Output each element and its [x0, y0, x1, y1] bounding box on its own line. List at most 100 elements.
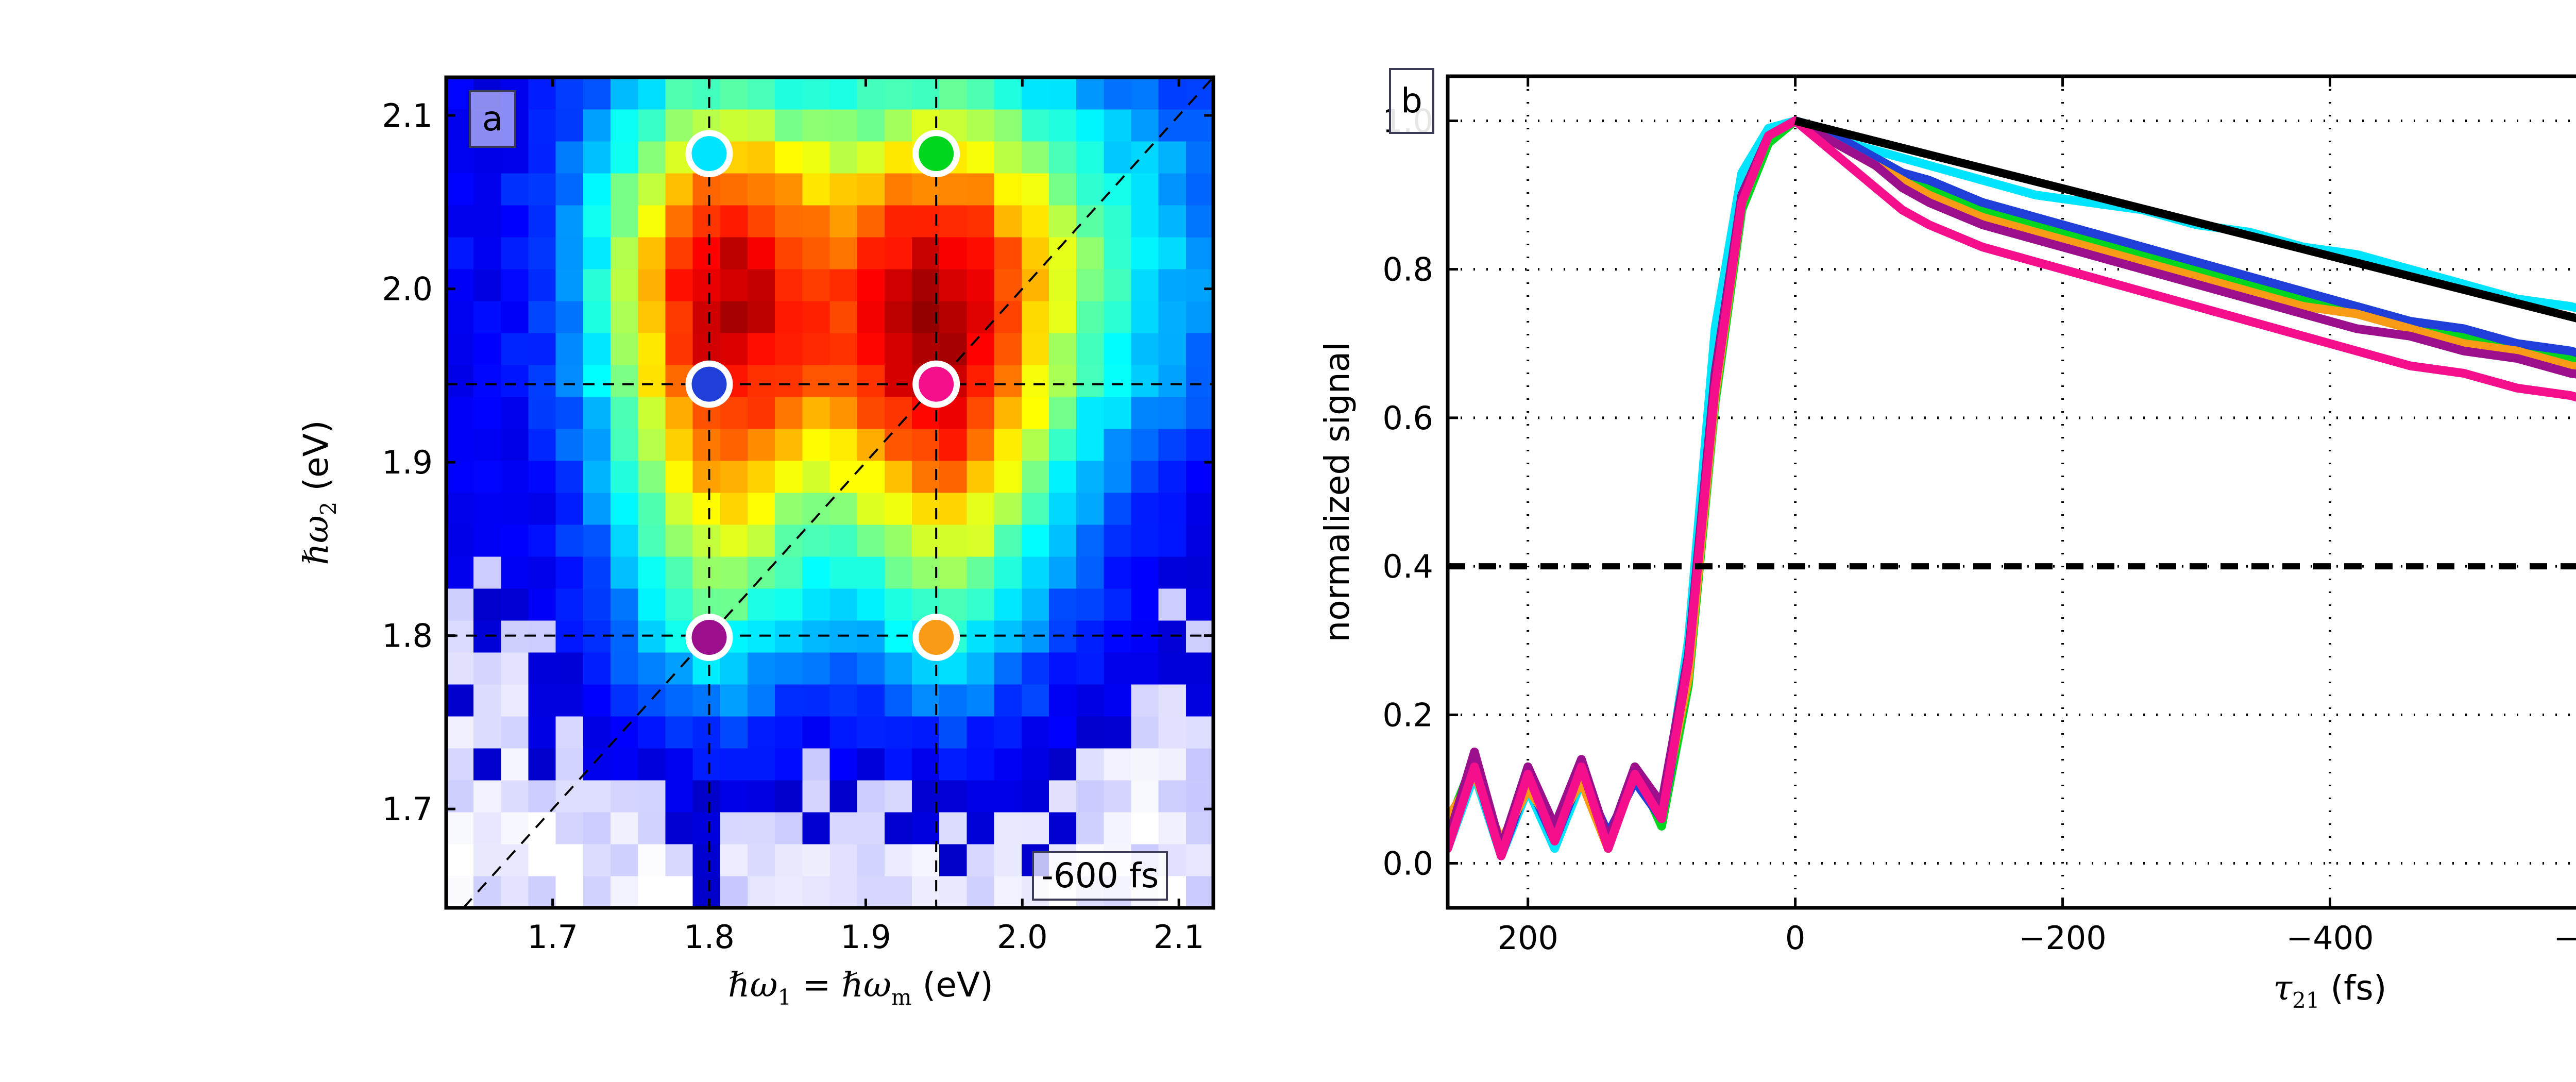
heatmap-cell	[1076, 525, 1104, 557]
heatmap-cell	[857, 716, 885, 749]
heatmap-cell	[829, 588, 858, 621]
heatmap-cell	[1076, 429, 1104, 461]
heatmap-cell	[1104, 397, 1132, 429]
heatmap-cell	[446, 301, 474, 333]
heatmap-cell	[665, 876, 693, 908]
heatmap-cell	[1104, 205, 1132, 238]
heatmap-cell	[446, 365, 474, 397]
cyan-marker	[691, 136, 727, 172]
heatmap-cell	[473, 684, 502, 717]
heatmap-cell	[583, 141, 611, 174]
heatmap-cell	[446, 684, 474, 717]
heatmap-cell	[967, 173, 995, 206]
panel-b-frame	[1446, 74, 2576, 910]
heatmap-cell	[994, 77, 1022, 110]
heatmap-cell	[528, 173, 556, 206]
heatmap-cell	[829, 141, 858, 174]
heatmap-cell	[884, 365, 912, 397]
panel-a-ticks: 1.7 1.8 1.9 2.0 2.1 1.7 1.8 1.9 2.0 2.1	[382, 77, 1213, 956]
heatmap-cell	[857, 652, 885, 685]
y-tick-label: 0.8	[1382, 251, 1433, 289]
heatmap-cell	[857, 141, 885, 174]
heatmap-cell	[775, 141, 803, 174]
heatmap-cell	[473, 237, 502, 269]
heatmap-cell	[583, 588, 611, 621]
heatmap-cell	[665, 301, 693, 333]
heatmap-cell	[884, 780, 912, 813]
heatmap-cell	[967, 109, 995, 142]
heatmap-cell	[747, 77, 775, 110]
heatmap-cell	[1185, 429, 1213, 461]
heatmap-cell	[857, 876, 885, 908]
heatmap-cell	[912, 844, 940, 876]
heatmap-cell	[1021, 684, 1049, 717]
heatmap-cell	[473, 269, 502, 301]
heatmap-cell	[1185, 812, 1213, 844]
heatmap-cell	[994, 684, 1022, 717]
heatmap-cell	[912, 461, 940, 493]
heatmap-cell	[665, 684, 693, 717]
heatmap-cell	[857, 461, 885, 493]
heatmap-cell	[857, 525, 885, 557]
heatmap-cell	[446, 780, 474, 813]
heatmap-cell	[884, 269, 912, 301]
panel-a-delay-annotation: -600 fs	[1032, 851, 1168, 901]
x-tick-label: −600	[2553, 919, 2576, 957]
heatmap-cell	[583, 365, 611, 397]
heatmap-cell	[939, 493, 968, 525]
y-tick-label: 0.4	[1382, 548, 1433, 585]
panel-b-kinetics: 2000−200−400−600−800−10000.00.20.40.60.8…	[1288, 0, 2576, 1082]
heatmap-cell	[555, 556, 584, 589]
heatmap-cell	[775, 397, 803, 429]
heatmap-cell	[747, 333, 775, 365]
heatmap-cell	[528, 525, 556, 557]
heatmap-cell	[638, 493, 666, 525]
heatmap-cell	[1185, 397, 1213, 429]
heatmap-cell	[528, 429, 556, 461]
heatmap-cell	[1131, 716, 1159, 749]
heatmap-cell	[1076, 77, 1104, 110]
heatmap-cell	[1048, 269, 1077, 301]
heatmap-cell	[912, 77, 940, 110]
heatmap-cell	[912, 493, 940, 525]
heatmap-cell	[857, 365, 885, 397]
heatmap-cell	[611, 461, 638, 493]
heatmap-cell	[1158, 397, 1187, 429]
heatmap-cell	[528, 269, 556, 301]
heatmap-cell	[857, 77, 885, 110]
heatmap-cell	[473, 173, 502, 206]
heatmap-cell	[939, 173, 968, 206]
heatmap-cell	[884, 556, 912, 589]
heatmap-cell	[692, 812, 721, 844]
heatmap-cell	[1104, 748, 1132, 781]
heatmap-cell	[1048, 493, 1077, 525]
heatmap-cell	[638, 556, 666, 589]
heatmap-cell	[501, 269, 529, 301]
heatmap-cell	[1076, 205, 1104, 238]
heatmap-cell	[829, 333, 858, 365]
heatmap-cell	[528, 652, 556, 685]
heatmap-cell	[473, 876, 502, 908]
heatmap-cell	[939, 301, 968, 333]
heatmap-cell	[528, 716, 556, 749]
heatmap-cell	[611, 429, 638, 461]
heatmap-cell	[1185, 461, 1213, 493]
heatmap-cell	[1158, 652, 1187, 685]
heatmap-cell	[501, 780, 529, 813]
heatmap-cell	[747, 493, 775, 525]
heatmap-cell	[583, 237, 611, 269]
heatmap-cell	[884, 652, 912, 685]
heatmap-cell	[720, 173, 748, 206]
heatmap-cell	[446, 876, 474, 908]
heatmap-cell	[1048, 205, 1077, 238]
heatmap-cell	[473, 205, 502, 238]
heatmap-cell	[638, 269, 666, 301]
heatmap-cell	[611, 269, 638, 301]
heatmap-cell	[1076, 397, 1104, 429]
heatmap-cell	[967, 365, 995, 397]
heatmap-cell	[638, 588, 666, 621]
heatmap-cell	[1048, 173, 1077, 206]
heatmap-cell	[829, 556, 858, 589]
heatmap-cell	[446, 525, 474, 557]
heatmap-cell	[1185, 109, 1213, 142]
